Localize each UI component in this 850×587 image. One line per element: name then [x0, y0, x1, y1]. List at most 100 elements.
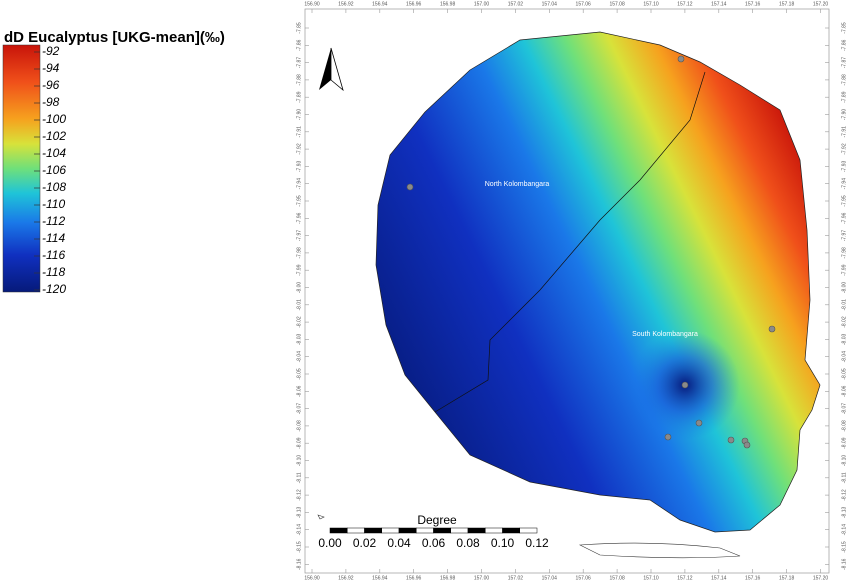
y-tick-label: -7.90	[841, 109, 847, 121]
y-tick-label: -8.15	[296, 541, 302, 553]
x-tick-label: 157.18	[779, 575, 795, 581]
y-tick-label: -7.98	[841, 247, 847, 259]
y-tick-label: -8.07	[841, 403, 847, 415]
y-tick-label: -7.91	[841, 126, 847, 138]
sample-site	[743, 441, 751, 449]
y-tick-label: -8.15	[841, 541, 847, 553]
y-tick-label: -8.11	[841, 472, 847, 483]
x-tick-label: 156.96	[406, 575, 422, 581]
scale-bar-segment	[519, 527, 538, 534]
legend-label: -102	[42, 129, 66, 143]
x-tick-label: 156.90	[304, 1, 320, 7]
y-tick-label: -7.94	[841, 178, 847, 190]
y-tick-label: -8.11	[296, 472, 302, 483]
scale-bar-segment	[347, 527, 365, 534]
y-tick-label: -7.96	[841, 212, 847, 224]
x-tick-label: 157.00	[474, 1, 490, 7]
y-tick-label: -7.91	[296, 126, 302, 138]
y-tick-label: -7.99	[296, 264, 302, 276]
legend-label: -118	[42, 265, 65, 279]
x-tick-label: 156.94	[372, 1, 388, 7]
x-tick-label: 157.06	[576, 575, 592, 581]
y-tick-label: -7.93	[841, 160, 847, 172]
scale-bar-segment	[450, 527, 469, 534]
y-tick-label: -8.04	[296, 351, 302, 363]
legend-label: -110	[42, 197, 65, 211]
scale-bar-segment	[416, 527, 434, 534]
sample-site	[681, 381, 689, 389]
legend-label: -100	[42, 112, 66, 126]
y-tick-label: -7.97	[296, 230, 302, 242]
x-tick-label: 157.20	[813, 575, 829, 581]
y-tick-label: -7.93	[296, 160, 302, 172]
y-tick-label: -8.04	[841, 351, 847, 363]
y-tick-label: -8.00	[296, 282, 302, 294]
y-tick-label: -8.14	[841, 524, 847, 536]
map-frame	[304, 8, 830, 574]
y-tick-label: -7.97	[841, 230, 847, 242]
y-tick-label: -7.85	[296, 22, 302, 34]
islet	[317, 514, 325, 520]
x-tick-label: 157.02	[508, 1, 524, 7]
scale-bar-label: 0.04	[387, 536, 411, 550]
x-tick-label: 156.96	[406, 1, 422, 7]
sample-site	[727, 436, 735, 444]
y-tick-label: -8.07	[296, 403, 302, 415]
islet	[578, 542, 741, 559]
legend-label: -94	[42, 61, 60, 75]
legend-label: -120	[42, 282, 66, 296]
north-arrow-right	[330, 47, 344, 92]
sample-sites	[406, 55, 776, 449]
y-tick-label: -7.85	[841, 22, 847, 34]
y-tick-label: -8.14	[296, 524, 302, 536]
scale-bar-label: 0.10	[491, 536, 515, 550]
scale-bar-title: Degree	[417, 513, 457, 527]
legend-label: -92	[42, 44, 60, 58]
y-tick-label: -8.01	[841, 299, 847, 311]
y-tick-label: -7.94	[296, 178, 302, 190]
x-tick-label: 156.92	[338, 575, 354, 581]
scale-bar-label: 0.02	[353, 536, 377, 550]
scale-bar-label: 0.00	[318, 536, 342, 550]
x-tick-label: 157.08	[609, 575, 625, 581]
y-tick-label: -7.87	[296, 57, 302, 69]
y-tick-label: -8.09	[296, 437, 302, 449]
y-tick-label: -8.08	[296, 420, 302, 432]
y-tick-label: -7.88	[296, 74, 302, 86]
legend-label: -108	[42, 180, 66, 194]
x-tick-label: 157.16	[745, 575, 761, 581]
y-tick-label: -8.08	[841, 420, 847, 432]
y-tick-label: -8.13	[296, 506, 302, 518]
y-tick-label: -8.00	[841, 282, 847, 294]
x-tick-label: 157.10	[643, 575, 659, 581]
x-tick-label: 157.08	[609, 1, 625, 7]
x-tick-label: 157.02	[508, 575, 524, 581]
x-tick-label: 157.00	[474, 575, 490, 581]
y-tick-label: -7.87	[841, 57, 847, 69]
legend-label: -112	[42, 214, 65, 228]
island	[376, 32, 820, 532]
x-tick-label: 157.20	[813, 1, 829, 7]
y-tick-label: -8.13	[841, 506, 847, 518]
y-tick-label: -8.16	[841, 558, 847, 570]
y-tick-label: -8.16	[296, 558, 302, 570]
x-tick-label: 157.04	[542, 575, 558, 581]
y-tick-label: -8.10	[841, 455, 847, 467]
y-tick-label: -7.92	[296, 143, 302, 155]
y-tick-label: -7.90	[296, 109, 302, 121]
y-tick-label: -8.02	[296, 316, 302, 328]
y-tick-label: -8.09	[841, 437, 847, 449]
x-tick-label: 157.14	[711, 575, 727, 581]
sample-site	[677, 55, 685, 63]
x-tick-label: 157.06	[576, 1, 592, 7]
scale-bar-segment	[502, 527, 520, 534]
y-tick-label: -7.89	[841, 91, 847, 103]
scale-bar-label: 0.12	[525, 536, 549, 550]
sample-site	[406, 183, 414, 191]
y-tick-label: -8.05	[296, 368, 302, 380]
y-tick-label: -8.02	[841, 316, 847, 328]
legend-label: -96	[42, 78, 60, 92]
scale-bar-segment	[398, 527, 417, 534]
legend-label: -116	[42, 248, 65, 262]
